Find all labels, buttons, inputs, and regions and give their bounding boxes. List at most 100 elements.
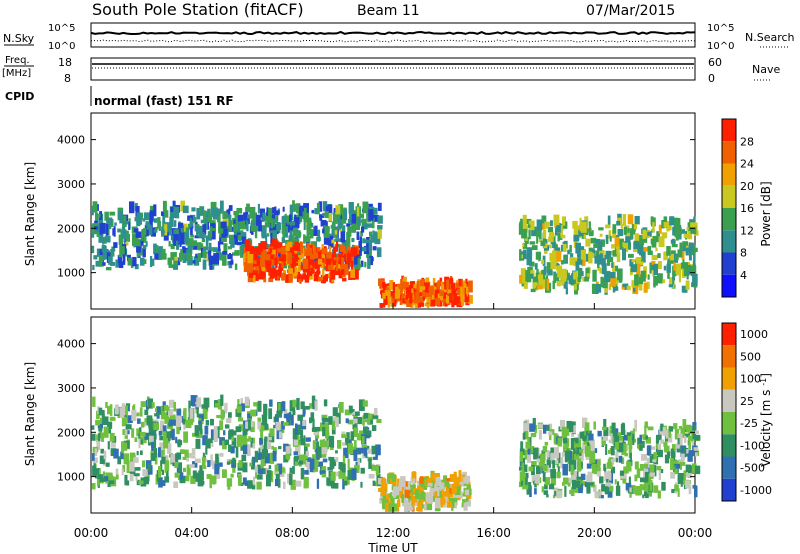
- scatter-point: [346, 223, 351, 227]
- scatter-point: [243, 254, 246, 266]
- scatter-point: [250, 225, 257, 232]
- scatter-point: [208, 242, 212, 254]
- scatter-point: [550, 452, 555, 461]
- scatter-point: [582, 276, 586, 282]
- scatter-point: [131, 428, 135, 438]
- scatter-point: [625, 236, 631, 247]
- scatter-point: [129, 473, 134, 482]
- scatter-point: [274, 214, 278, 223]
- scatter-point: [182, 205, 189, 214]
- scatter-point: [651, 260, 656, 268]
- scatter-point: [272, 238, 278, 251]
- scatter-point: [122, 215, 127, 222]
- scatter-point: [439, 497, 446, 503]
- scatter-point: [278, 262, 283, 272]
- power-scatter-points: [91, 200, 699, 309]
- colorbar-tick-label: 1000: [740, 328, 768, 341]
- scatter-point: [328, 416, 333, 425]
- scatter-point: [343, 209, 348, 221]
- scatter-point: [317, 461, 324, 467]
- scatter-point: [432, 277, 436, 288]
- scatter-point: [292, 227, 297, 236]
- scatter-point: [338, 220, 344, 226]
- scatter-point: [235, 446, 239, 458]
- scatter-point: [173, 264, 179, 270]
- scatter-point: [556, 250, 562, 262]
- scatter-point: [611, 244, 615, 249]
- scatter-point: [426, 503, 433, 511]
- scatter-point: [143, 259, 147, 264]
- scatter-point: [532, 276, 538, 288]
- scatter-point: [257, 417, 261, 425]
- scatter-point: [596, 467, 601, 477]
- scatter-point: [595, 283, 602, 293]
- scatter-point: [162, 214, 166, 223]
- scatter-point: [341, 239, 348, 251]
- scatter-point: [218, 462, 223, 467]
- scatter-point: [445, 296, 451, 304]
- scatter-point: [142, 460, 146, 468]
- scatter-point: [312, 260, 315, 268]
- scatter-point: [671, 244, 678, 248]
- scatter-point: [230, 238, 235, 248]
- scatter-point: [539, 277, 546, 289]
- scatter-point: [187, 245, 193, 254]
- scatter-point: [288, 247, 294, 255]
- scatter-point: [199, 210, 205, 216]
- scatter-point: [608, 439, 612, 444]
- scatter-point: [678, 443, 682, 452]
- scatter-point: [653, 451, 658, 461]
- scatter-point: [294, 262, 299, 266]
- scatter-point: [604, 473, 610, 478]
- scatter-point: [403, 481, 408, 487]
- scatter-point: [670, 458, 674, 471]
- scatter-point: [662, 279, 666, 284]
- scatter-point: [309, 417, 312, 424]
- scatter-point: [174, 251, 177, 260]
- scatter-point: [554, 459, 559, 464]
- scatter-point: [259, 258, 266, 268]
- scatter-point: [203, 397, 210, 408]
- scatter-point: [420, 499, 424, 507]
- scatter-point: [189, 408, 194, 419]
- scatter-point: [414, 302, 419, 309]
- scatter-point: [241, 435, 248, 445]
- scatter-point: [170, 252, 176, 261]
- scatter-point: [222, 211, 227, 219]
- scatter-point: [178, 462, 183, 474]
- colorbar-tick-label: 16: [740, 202, 754, 215]
- scatter-point: [267, 252, 272, 256]
- scatter-point: [350, 247, 355, 257]
- scatter-point: [372, 456, 378, 460]
- scatter-point: [655, 445, 660, 455]
- scatter-point: [146, 415, 153, 426]
- nsky-label: N.Sky: [3, 32, 35, 45]
- cpid-text: normal (fast) 151 RF: [94, 94, 234, 108]
- scatter-point: [316, 202, 320, 215]
- scatter-point: [96, 439, 101, 451]
- scatter-point: [275, 473, 280, 483]
- scatter-point: [187, 238, 194, 249]
- scatter-point: [687, 435, 694, 442]
- scatter-point: [91, 425, 95, 430]
- scatter-point: [295, 267, 298, 276]
- scatter-point: [369, 255, 374, 266]
- scatter-point: [566, 450, 572, 461]
- scatter-point: [643, 464, 648, 472]
- scatter-point: [378, 487, 383, 492]
- scatter-point: [525, 270, 531, 282]
- scatter-point: [192, 260, 196, 264]
- scatter-point: [570, 487, 575, 497]
- scatter-point: [460, 292, 463, 297]
- scatter-point: [553, 214, 560, 226]
- scatter-point: [527, 437, 530, 442]
- scatter-point: [546, 278, 550, 291]
- scatter-point: [109, 432, 115, 442]
- scatter-point: [164, 412, 170, 424]
- scatter-point: [565, 287, 568, 295]
- scatter-point: [293, 451, 298, 456]
- scatter-point: [107, 405, 112, 415]
- scatter-point: [531, 226, 537, 237]
- scatter-point: [239, 221, 244, 229]
- scatter-point: [670, 448, 674, 456]
